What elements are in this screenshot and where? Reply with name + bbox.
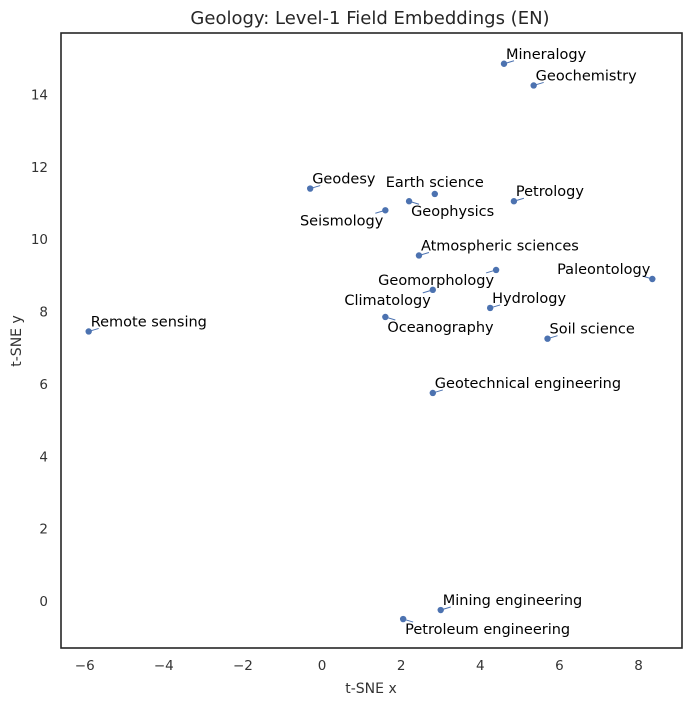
y-tick-label: 2 [39, 522, 48, 538]
x-tick-label: 4 [476, 658, 485, 674]
data-point [306, 185, 314, 192]
point-label: Geotechnical engineering [435, 376, 621, 392]
x-tick-label: 0 [318, 658, 327, 674]
y-tick-label: 8 [39, 305, 48, 321]
data-point [510, 198, 518, 205]
point-label: Mining engineering [443, 593, 583, 609]
data-point [429, 286, 437, 294]
data-point [429, 389, 437, 397]
x-tick-label: −2 [233, 658, 253, 674]
data-point [492, 266, 500, 274]
y-axis-label: t-SNE y [9, 315, 25, 366]
x-tick-label: 2 [397, 658, 406, 674]
data-points [85, 60, 656, 623]
data-point [431, 190, 438, 198]
point-label: Paleontology [557, 262, 651, 278]
axis-ticks: −6 −4 −2 0 2 4 6 8 0 2 4 6 8 10 12 14 [31, 88, 643, 675]
y-tick-label: 0 [39, 594, 48, 610]
point-label: Petrology [516, 184, 584, 200]
y-tick-label: 12 [31, 160, 48, 176]
y-tick-label: 4 [39, 449, 48, 465]
point-label: Remote sensing [91, 314, 207, 330]
x-axis-label: t-SNE x [345, 681, 396, 697]
point-label: Mineralogy [506, 47, 587, 63]
data-point [544, 335, 551, 342]
point-label: Geophysics [411, 204, 494, 220]
data-point [399, 615, 407, 623]
x-tick-label: 6 [555, 658, 564, 674]
point-label: Seismology [300, 213, 384, 229]
data-point [437, 606, 444, 614]
x-tick-label: −4 [154, 658, 174, 674]
data-point [486, 304, 494, 312]
point-label: Geomorphology [378, 273, 494, 289]
data-point [85, 328, 92, 335]
x-tick-label: −6 [75, 658, 95, 674]
y-tick-label: 14 [31, 88, 48, 104]
data-point [382, 313, 389, 321]
data-point [405, 198, 413, 205]
label-leaders [88, 60, 653, 623]
data-point [382, 207, 389, 214]
point-label: Soil science [550, 322, 635, 338]
point-label: Climatology [344, 293, 431, 309]
chart-title: Geology: Level-1 Field Embeddings (EN) [190, 8, 549, 29]
data-point [530, 82, 537, 89]
data-point [415, 252, 423, 259]
y-tick-label: 10 [31, 232, 48, 248]
point-label: Hydrology [492, 291, 566, 307]
point-labels: Mineralogy Geochemistry Geodesy Earth scien… [91, 47, 651, 638]
y-tick-label: 6 [39, 377, 48, 393]
point-label: Petroleum engineering [405, 622, 570, 638]
point-label: Geodesy [312, 172, 376, 188]
data-point [500, 60, 508, 67]
point-label: Geochemistry [536, 68, 637, 84]
x-tick-label: 8 [634, 658, 643, 674]
point-label: Oceanography [387, 320, 494, 336]
point-label: Earth science [386, 175, 484, 191]
data-point [649, 275, 656, 283]
point-label: Atmospheric sciences [421, 238, 579, 254]
plot-frame [60, 32, 683, 649]
